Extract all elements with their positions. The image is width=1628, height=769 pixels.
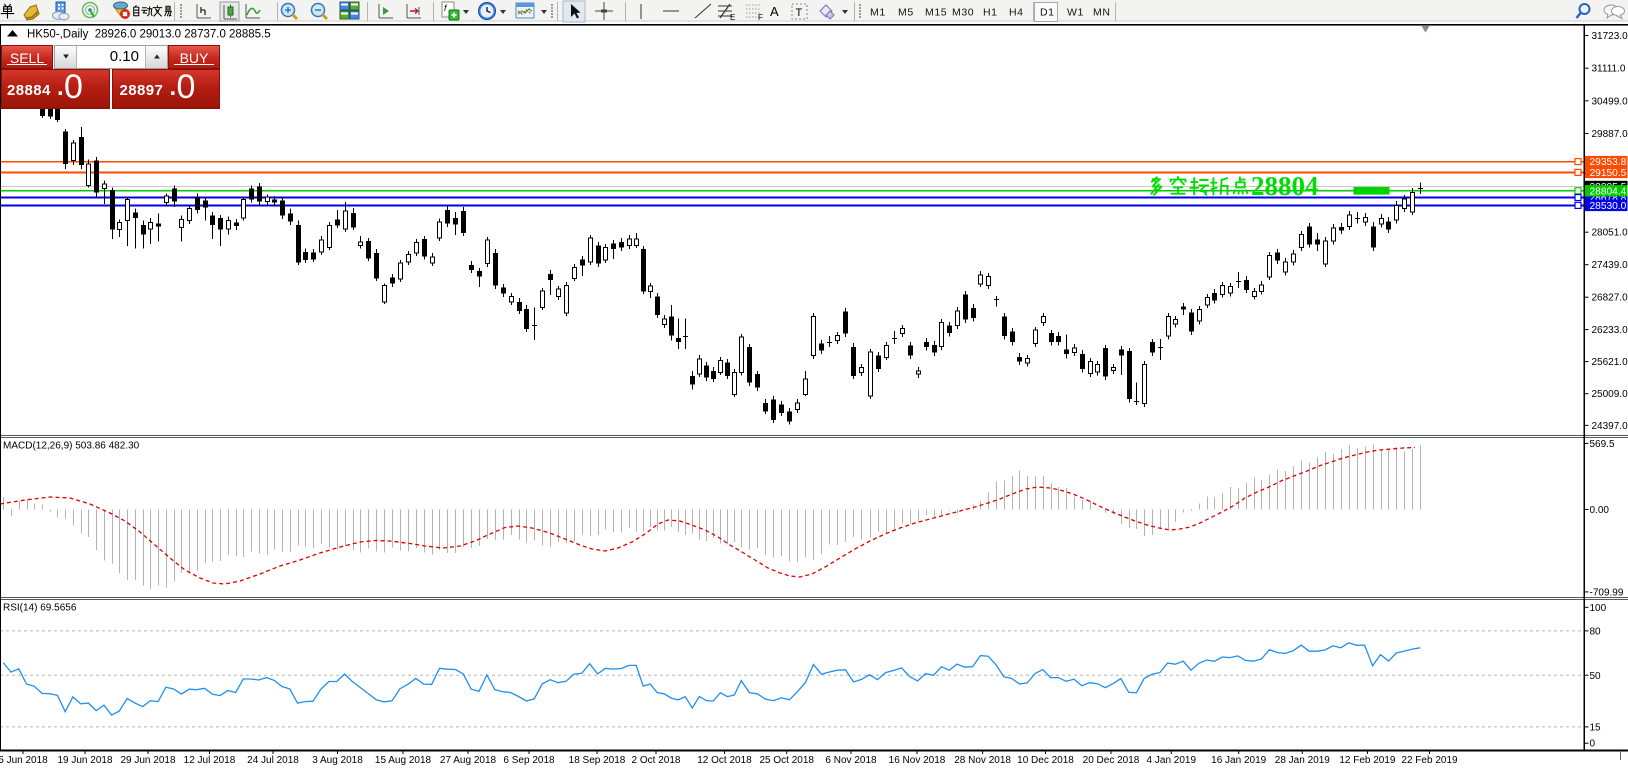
svg-text:12 Feb 2019: 12 Feb 2019 <box>1339 755 1396 766</box>
svg-text:29353.8: 29353.8 <box>1590 157 1627 168</box>
svg-text:E: E <box>730 13 735 22</box>
svg-text:M1: M1 <box>870 7 886 19</box>
svg-text:16 Nov 2018: 16 Nov 2018 <box>889 755 946 766</box>
svg-text:0: 0 <box>1590 739 1596 750</box>
svg-text:25009.0: 25009.0 <box>1592 389 1628 400</box>
svg-text:28678.8: 28678.8 <box>1590 193 1627 204</box>
svg-text:31111.0: 31111.0 <box>1592 64 1626 75</box>
svg-text:29887.0: 29887.0 <box>1592 129 1628 140</box>
svg-text:10 Dec 2018: 10 Dec 2018 <box>1017 755 1074 766</box>
svg-text:MACD(12,26,9) 503.86 482.30: MACD(12,26,9) 503.86 482.30 <box>3 441 140 452</box>
svg-text:4 Jan 2019: 4 Jan 2019 <box>1147 755 1197 766</box>
svg-text:28530.0: 28530.0 <box>1590 201 1627 212</box>
svg-text:27 Aug 2018: 27 Aug 2018 <box>440 755 497 766</box>
svg-text:24397.0: 24397.0 <box>1592 421 1628 432</box>
svg-text:26827.0: 26827.0 <box>1592 293 1628 304</box>
svg-text:M15: M15 <box>925 7 947 19</box>
svg-text:12 Jul 2018: 12 Jul 2018 <box>184 755 236 766</box>
svg-text:5 Jun 2018: 5 Jun 2018 <box>0 755 48 766</box>
svg-text:3 Aug 2018: 3 Aug 2018 <box>312 755 363 766</box>
svg-text:15 Aug 2018: 15 Aug 2018 <box>375 755 432 766</box>
svg-text:30499.0: 30499.0 <box>1592 96 1628 107</box>
svg-text:28 Jan 2019: 28 Jan 2019 <box>1275 755 1330 766</box>
svg-text:28804: 28804 <box>1251 171 1319 201</box>
svg-text:T: T <box>796 7 803 19</box>
svg-text:12 Oct 2018: 12 Oct 2018 <box>697 755 752 766</box>
svg-text:29150.5: 29150.5 <box>1590 168 1627 179</box>
svg-text:H1: H1 <box>983 7 998 19</box>
svg-text:A: A <box>770 4 779 19</box>
svg-text:28804.4: 28804.4 <box>1590 186 1627 197</box>
svg-text:16 Jan 2019: 16 Jan 2019 <box>1211 755 1266 766</box>
svg-text:20 Dec 2018: 20 Dec 2018 <box>1083 755 1140 766</box>
svg-text:HK50-,Daily 28926.0 29013.0 2: HK50-,Daily 28926.0 29013.0 28737.0 2888… <box>27 29 271 41</box>
svg-text:-709.99: -709.99 <box>1590 587 1624 598</box>
svg-text:26233.0: 26233.0 <box>1592 325 1628 336</box>
svg-text:22 Feb 2019: 22 Feb 2019 <box>1401 755 1458 766</box>
svg-text:31723.0: 31723.0 <box>1592 31 1628 42</box>
svg-text:25621.0: 25621.0 <box>1592 357 1628 368</box>
svg-text:24 Jul 2018: 24 Jul 2018 <box>247 755 299 766</box>
svg-text:19 Jun 2018: 19 Jun 2018 <box>57 755 112 766</box>
svg-text:RSI(14) 69.5656: RSI(14) 69.5656 <box>3 603 77 614</box>
svg-text:569.5: 569.5 <box>1590 439 1615 450</box>
svg-text:MN: MN <box>1093 7 1111 19</box>
svg-text:29 Jun 2018: 29 Jun 2018 <box>120 755 175 766</box>
svg-text:D1: D1 <box>1040 7 1055 19</box>
svg-text:18 Sep 2018: 18 Sep 2018 <box>569 755 626 766</box>
svg-text:15: 15 <box>1590 722 1602 733</box>
svg-text:6 Sep 2018: 6 Sep 2018 <box>503 755 555 766</box>
svg-text:W1: W1 <box>1067 7 1084 19</box>
svg-text:100: 100 <box>1590 603 1607 614</box>
svg-text:80: 80 <box>1590 626 1602 637</box>
svg-text:0.00: 0.00 <box>1590 505 1610 516</box>
svg-text:6 Nov 2018: 6 Nov 2018 <box>825 755 877 766</box>
svg-text:M5: M5 <box>898 7 914 19</box>
svg-text:F: F <box>758 13 763 22</box>
svg-text:f: f <box>444 3 448 13</box>
svg-text:M30: M30 <box>952 7 974 19</box>
svg-text:27439.0: 27439.0 <box>1592 260 1628 271</box>
svg-text:25 Oct 2018: 25 Oct 2018 <box>759 755 814 766</box>
svg-text:28051.0: 28051.0 <box>1592 228 1628 239</box>
svg-text:28 Nov 2018: 28 Nov 2018 <box>954 755 1011 766</box>
svg-text:50: 50 <box>1590 671 1602 682</box>
svg-text:H4: H4 <box>1009 7 1024 19</box>
svg-text:2 Oct 2018: 2 Oct 2018 <box>632 755 681 766</box>
